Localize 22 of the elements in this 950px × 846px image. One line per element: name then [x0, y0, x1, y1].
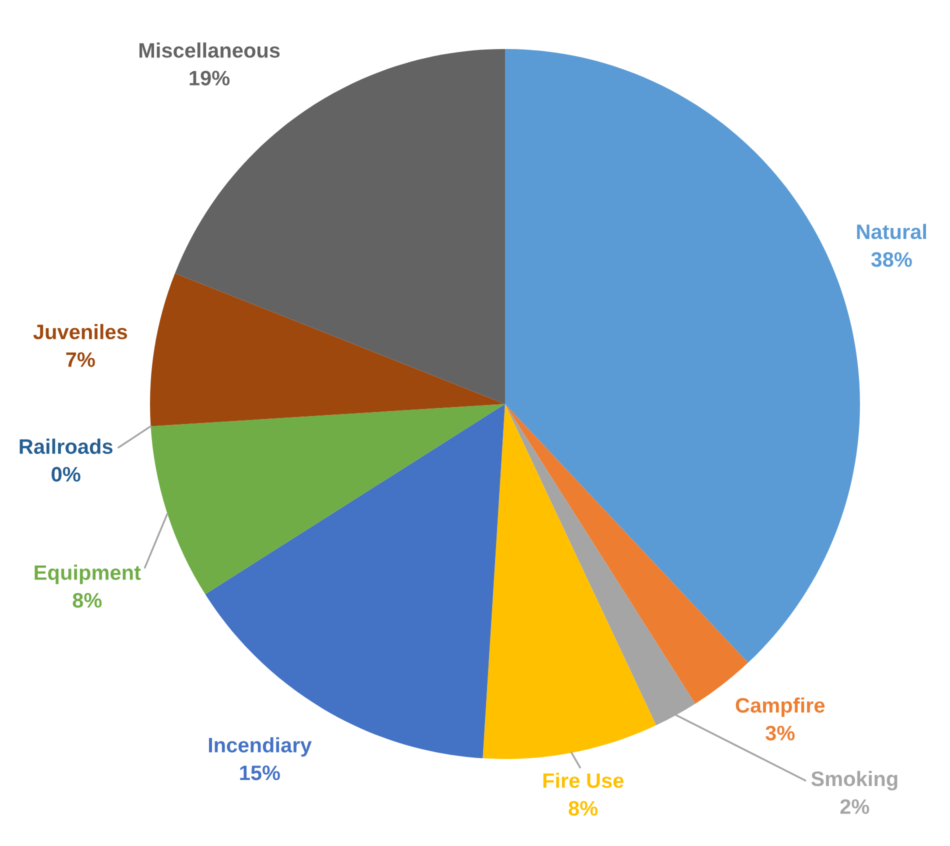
data-label: 38%	[871, 252, 912, 267]
slice-label: Campfire	[736, 697, 825, 717]
pie-slice	[150, 404, 505, 594]
slice-label: Smoking	[811, 770, 898, 790]
data-label: 3%	[766, 726, 795, 740]
slice-label: Fire Use	[543, 772, 624, 788]
pie-slice	[482, 404, 656, 759]
slice-label: Incendiary	[208, 737, 312, 757]
data-label: 15%	[240, 766, 280, 780]
data-label: 2%	[840, 799, 870, 814]
slice-label: Miscellaneous	[139, 42, 280, 58]
pie-slice	[150, 273, 505, 426]
data-label: 19%	[190, 70, 230, 86]
pie-slice	[205, 404, 505, 758]
slice-label: Juveniles	[33, 324, 128, 340]
legend-label: Railroads	[20, 438, 112, 454]
slice-label: Equipment	[34, 564, 141, 584]
data-label: 7%	[66, 352, 95, 367]
slice-label: Natural	[857, 224, 926, 240]
text: 0%	[52, 466, 80, 482]
data-label: 8%	[72, 592, 102, 608]
data-label: 8%	[568, 800, 598, 816]
